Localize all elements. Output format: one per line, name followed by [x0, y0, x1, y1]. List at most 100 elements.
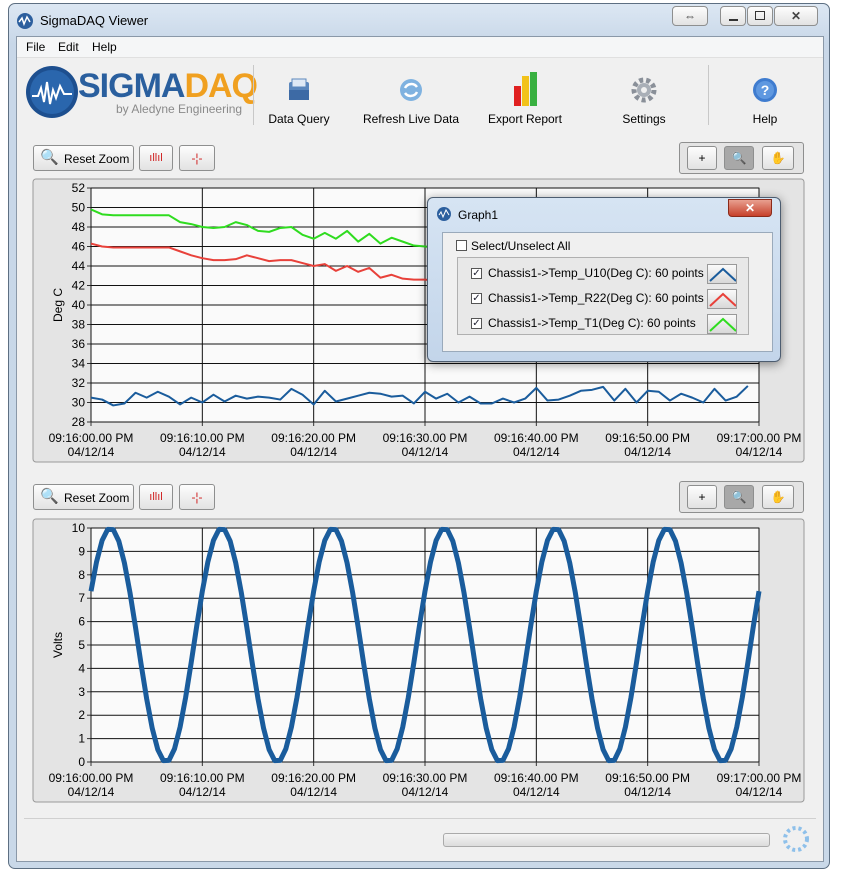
- logo-accent: DAQ: [184, 67, 258, 105]
- y-tick-label: 34: [72, 357, 86, 371]
- reset-zoom-button[interactable]: 🔍 Reset Zoom: [33, 484, 134, 510]
- zoom-tool[interactable]: 🔍: [724, 485, 754, 509]
- menu-item[interactable]: File: [26, 40, 46, 54]
- y-tick-label: 52: [72, 181, 86, 195]
- legend-window: Graph1 ✕ Select/Unselect All ✓ Chassis1->…: [427, 197, 781, 362]
- y-tick-label: 3: [78, 685, 85, 699]
- autoscale-button[interactable]: ıllıl: [139, 484, 173, 510]
- x-tick-label: 09:16:00.00 PM 04/12/14: [48, 771, 134, 799]
- x-tick-label: 09:17:00.00 PM 04/12/14: [716, 771, 802, 799]
- pan-tool[interactable]: ✋: [762, 146, 794, 170]
- toolbar-button[interactable]: Settings: [622, 112, 666, 126]
- pan-tool[interactable]: ✋: [762, 485, 794, 509]
- y-tick-label: 44: [72, 259, 86, 273]
- legend-window-body: Select/Unselect All ✓ Chassis1->Temp_U10(…: [442, 232, 773, 352]
- y-tick-label: 1: [78, 732, 85, 746]
- app-icon: [17, 13, 33, 29]
- data-query-icon[interactable]: [285, 76, 313, 104]
- legend-swatch-line: [709, 292, 736, 307]
- cursor-tool[interactable]: +: [687, 485, 717, 509]
- x-tick-label: 09:17:00.00 PM 04/12/14: [716, 431, 802, 459]
- legend-window-title: Graph1: [458, 208, 499, 222]
- help-icon[interactable]: ?: [751, 76, 779, 104]
- button-label: Reset Zoom: [64, 152, 130, 166]
- series-line: [88, 526, 762, 764]
- select-all-checkbox[interactable]: [456, 240, 467, 251]
- series-line: [90, 385, 749, 407]
- magnifier-icon: 🔍: [40, 149, 59, 166]
- cursor-button[interactable]: -¦-: [179, 484, 215, 510]
- y-tick-label: 48: [72, 220, 86, 234]
- y-tick-label: 28: [72, 415, 86, 429]
- reset-zoom-button[interactable]: 🔍 Reset Zoom: [33, 145, 134, 171]
- y-tick-label: 10: [72, 521, 86, 535]
- toolbar-separator: [708, 65, 709, 125]
- legend-label[interactable]: Chassis1->Temp_U10(Deg C): 60 points: [488, 266, 704, 280]
- legend-checkbox[interactable]: ✓: [471, 318, 482, 329]
- maximize-button[interactable]: [747, 6, 773, 26]
- y-tick-label: 50: [72, 201, 86, 215]
- toolbar-button[interactable]: Help: [752, 112, 778, 126]
- menu-item[interactable]: Edit: [58, 40, 79, 54]
- y-tick-label: 7: [78, 591, 85, 605]
- y-tick-label: 0: [78, 755, 85, 769]
- legend-checkbox[interactable]: ✓: [471, 268, 482, 279]
- y-tick-label: 30: [72, 396, 86, 410]
- x-tick-label: 09:16:20.00 PM 04/12/14: [271, 771, 357, 799]
- window-title: SigmaDAQ Viewer: [40, 13, 149, 28]
- x-tick-label: 09:16:20.00 PM 04/12/14: [271, 431, 357, 459]
- legend-list: ✓ Chassis1->Temp_U10(Deg C): 60 points ✓ Ch…: [457, 257, 749, 335]
- legend-label[interactable]: Chassis1->Temp_R22(Deg C): 60 points: [488, 291, 704, 305]
- x-tick-label: 09:16:30.00 PM 04/12/14: [382, 431, 468, 459]
- cursor-button[interactable]: -¦-: [179, 145, 215, 171]
- legend-swatch-line: [709, 317, 736, 332]
- y-tick-label: 32: [72, 376, 86, 390]
- minimize-button[interactable]: [720, 6, 746, 26]
- cursor-tool[interactable]: +: [687, 146, 717, 170]
- x-tick-label: 09:16:30.00 PM 04/12/14: [382, 771, 468, 799]
- window-snap-button[interactable]: ⇔: [672, 6, 708, 26]
- y-tick-label: 40: [72, 298, 86, 312]
- y-tick-label: 9: [78, 544, 85, 558]
- legend-swatch-line: [709, 267, 736, 282]
- y-tick-label: 6: [78, 615, 85, 629]
- x-tick-label: 09:16:40.00 PM 04/12/14: [493, 771, 579, 799]
- window-icon: [437, 207, 451, 221]
- y-axis-label: Deg C: [51, 288, 65, 322]
- select-all-label[interactable]: Select/Unselect All: [471, 239, 571, 253]
- legend-label[interactable]: Chassis1->Temp_T1(Deg C): 60 points: [488, 316, 696, 330]
- status-bar: [24, 818, 816, 857]
- menu-bar: [17, 37, 823, 58]
- y-tick-label: 36: [72, 337, 86, 351]
- autoscale-button[interactable]: ıllıl: [139, 145, 173, 171]
- y-axis-label: Volts: [51, 632, 65, 658]
- logo: [26, 66, 78, 118]
- busy-spinner: [783, 826, 809, 852]
- menu-item[interactable]: Help: [92, 40, 117, 54]
- y-tick-label: 46: [72, 240, 86, 254]
- y-tick-label: 42: [72, 279, 86, 293]
- toolbar-button[interactable]: Refresh Live Data: [362, 112, 460, 126]
- close-button[interactable]: ✕: [774, 6, 818, 26]
- x-tick-label: 09:16:50.00 PM 04/12/14: [605, 431, 691, 459]
- y-tick-label: 2: [78, 708, 85, 722]
- logo-text: SIGMADAQ: [78, 66, 258, 106]
- zoom-tool[interactable]: 🔍: [724, 146, 754, 170]
- x-tick-label: 09:16:50.00 PM 04/12/14: [605, 771, 691, 799]
- toolbar-button[interactable]: Data Query: [268, 112, 330, 126]
- logo-primary: SIGMA: [78, 67, 185, 105]
- y-tick-label: 5: [78, 638, 85, 652]
- button-label: Reset Zoom: [64, 491, 130, 505]
- legend-checkbox[interactable]: ✓: [471, 293, 482, 304]
- toolbar-separator: [253, 65, 254, 125]
- magnifier-icon: 🔍: [40, 488, 59, 505]
- refresh-icon[interactable]: [397, 76, 425, 104]
- export-report-icon[interactable]: [511, 72, 541, 108]
- toolbar-button[interactable]: Export Report: [487, 112, 563, 126]
- legend-swatch: [707, 264, 737, 284]
- x-tick-label: 09:16:10.00 PM 04/12/14: [159, 771, 245, 799]
- settings-icon[interactable]: [630, 76, 658, 104]
- close-button[interactable]: ✕: [728, 199, 772, 217]
- legend-swatch: [707, 289, 737, 309]
